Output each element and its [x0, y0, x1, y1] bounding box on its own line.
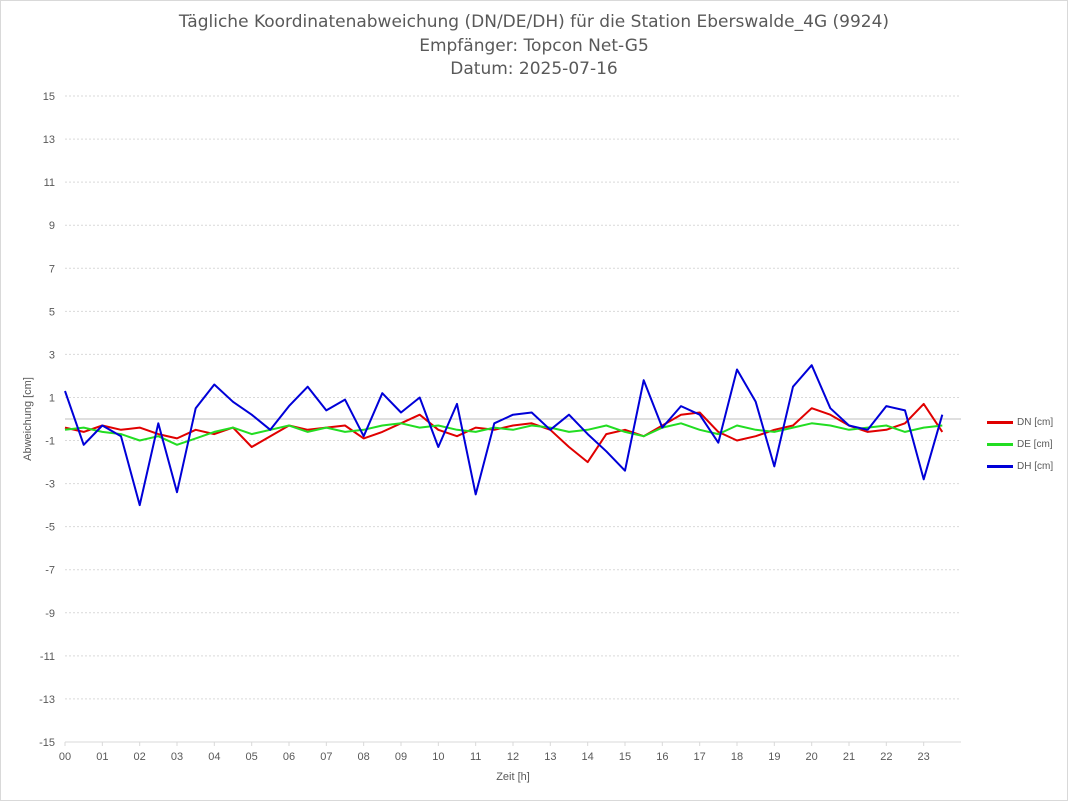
y-tick-label: -13: [39, 694, 55, 706]
chart-subtitle-date: Datum: 2025-07-16: [450, 59, 618, 79]
x-tick-label: 10: [432, 751, 444, 763]
y-tick-label: -3: [45, 479, 55, 491]
x-tick-label: 03: [171, 751, 183, 763]
x-tick-label: 21: [843, 751, 855, 763]
y-tick-label: 13: [43, 134, 55, 146]
x-tick-label: 04: [208, 751, 220, 763]
legend: DN [cm] DE [cm] DH [cm]: [987, 411, 1053, 477]
y-tick-label: 3: [49, 349, 55, 361]
legend-label-dh: DH [cm]: [1017, 460, 1054, 472]
y-tick-label: 1: [49, 392, 55, 404]
x-axis-title: Zeit [h]: [496, 771, 530, 783]
y-tick-label: 15: [43, 91, 55, 103]
y-tick-label: -1: [45, 436, 55, 448]
legend-swatch-de: [987, 442, 1013, 446]
x-tick-label: 15: [619, 751, 631, 763]
x-tick-label: 16: [656, 751, 668, 763]
x-tick-label: 06: [283, 751, 295, 763]
legend-swatch-dn: [987, 420, 1013, 424]
y-tick-label: -5: [45, 522, 55, 534]
x-tick-label: 18: [731, 751, 743, 763]
x-tick-label: 07: [320, 751, 332, 763]
y-tick-label: 5: [49, 306, 55, 318]
x-tick-label: 23: [918, 751, 930, 763]
legend-item-dh: DH [cm]: [987, 455, 1053, 477]
y-tick-label: 7: [49, 263, 55, 275]
chart-subtitle-receiver: Empfänger: Topcon Net-G5: [419, 36, 649, 56]
y-axis-title: Abweichung [cm]: [22, 377, 34, 461]
x-tick-label: 13: [544, 751, 556, 763]
x-tick-label: 11: [470, 751, 481, 763]
legend-label-de: DE [cm]: [1017, 438, 1053, 450]
y-tick-label: 11: [44, 177, 55, 189]
x-tick-label: 09: [395, 751, 407, 763]
x-tick-label: 12: [507, 751, 519, 763]
y-tick-label: -15: [39, 737, 55, 749]
x-tick-label: 08: [358, 751, 370, 763]
y-tick-label: 9: [49, 220, 55, 232]
x-tick-label: 17: [694, 751, 706, 763]
series-line-dn: [64, 402, 944, 464]
series-line-dh: [64, 364, 944, 507]
x-tick-label: 01: [96, 751, 108, 763]
legend-item-de: DE [cm]: [987, 433, 1053, 455]
legend-label-dn: DN [cm]: [1017, 416, 1054, 428]
x-tick-label: 05: [246, 751, 258, 763]
legend-swatch-dh: [987, 464, 1013, 468]
legend-item-dn: DN [cm]: [987, 411, 1053, 433]
y-tick-label: -7: [45, 565, 55, 577]
y-tick-label: -11: [40, 651, 55, 663]
chart-title: Tägliche Koordinatenabweichung (DN/DE/DH…: [178, 12, 890, 32]
x-tick-label: 22: [880, 751, 892, 763]
x-tick-label: 19: [768, 751, 780, 763]
y-tick-label: -9: [45, 608, 55, 620]
x-tick-label: 20: [806, 751, 818, 763]
x-tick-label: 02: [134, 751, 146, 763]
series-line-de: [64, 422, 943, 446]
x-tick-label: 00: [59, 751, 71, 763]
x-tick-label: 14: [582, 751, 594, 763]
